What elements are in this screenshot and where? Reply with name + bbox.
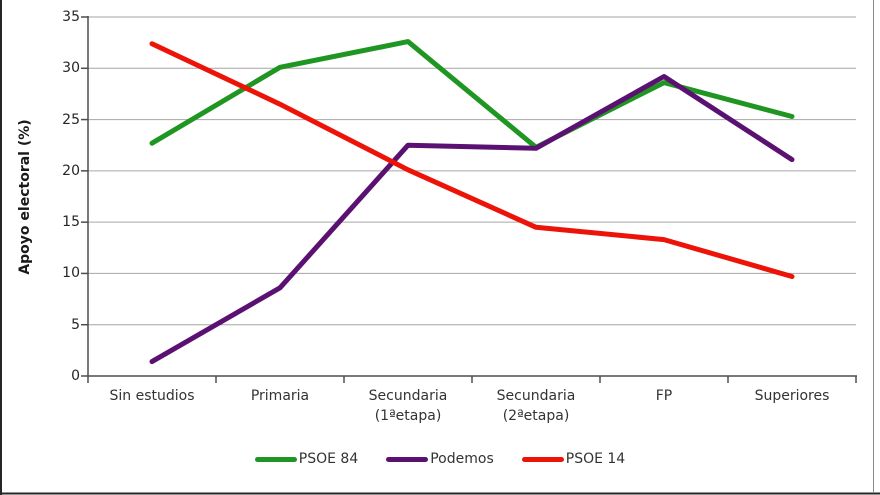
legend-label: PSOE 84 — [298, 451, 359, 467]
y-axis-title: Apoyo electoral (%) — [17, 119, 33, 275]
y-tick-label: 10 — [62, 265, 80, 282]
legend-swatch-podemos — [386, 456, 429, 462]
legend-item-podemos: Podemos — [386, 451, 494, 467]
x-category-label: Primaria — [205, 386, 355, 406]
y-tick-label: 30 — [62, 60, 80, 77]
x-category-label: Superiores — [717, 386, 867, 406]
x-category-label: FP — [589, 386, 739, 406]
x-category-label-line: FP — [655, 388, 673, 404]
x-category-label-line: (2ªetapa) — [502, 408, 570, 424]
y-tick-label: 25 — [62, 111, 80, 128]
x-category-label-line: Primaria — [250, 388, 310, 404]
legend-label: PSOE 14 — [565, 451, 626, 467]
series-line-podemos — [149, 74, 795, 365]
series-line-psoe-14 — [149, 41, 795, 279]
axes — [81, 16, 857, 383]
x-category-label-line: Secundaria — [368, 388, 448, 404]
legend-item-psoe-14: PSOE 14 — [521, 451, 626, 467]
y-tick-label: 35 — [62, 9, 80, 25]
legend-label: Podemos — [430, 451, 494, 467]
y-tick-label: 0 — [71, 368, 80, 384]
y-tick-label: 5 — [71, 316, 80, 333]
legend-swatch-psoe-14 — [521, 456, 564, 462]
y-tick-label: 20 — [62, 162, 80, 179]
legend-item-psoe-84: PSOE 84 — [254, 451, 359, 467]
legend-swatch-psoe-84 — [254, 456, 297, 462]
x-category-label: Secundaria (2ªetapa) — [461, 386, 611, 426]
series-lines — [149, 39, 795, 365]
x-category-label: Secundaria (1ªetapa) — [333, 386, 483, 426]
y-tick-label: 15 — [62, 214, 80, 231]
legend: PSOE 84 Podemos PSOE 14 — [0, 451, 880, 467]
x-category-label-line: (1ªetapa) — [374, 408, 442, 424]
x-category-label-line: Secundaria — [496, 388, 576, 404]
x-category-label: Sin estudios — [77, 386, 227, 406]
x-category-label-line: Superiores — [754, 388, 830, 404]
gridlines — [88, 16, 856, 326]
x-category-label-line: Sin estudios — [109, 388, 195, 404]
